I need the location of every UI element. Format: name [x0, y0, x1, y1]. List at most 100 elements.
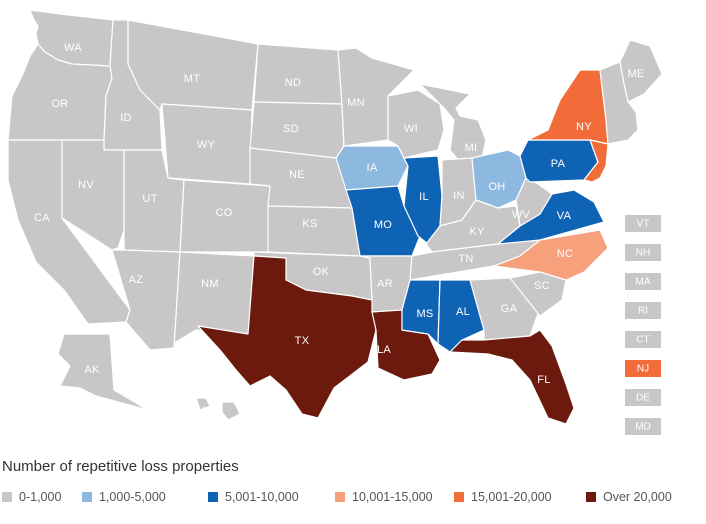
- small-state-label-MA: MA: [636, 277, 651, 288]
- state-label-SD: SD: [283, 123, 299, 135]
- small-state-DE[interactable]: DE: [625, 389, 661, 406]
- small-state-label-NH: NH: [636, 248, 650, 259]
- legend-item: 0-1,000: [2, 490, 61, 504]
- legend-label: 10,001-15,000: [352, 490, 433, 504]
- state-label-NM: NM: [201, 278, 219, 290]
- state-label-TN: TN: [458, 253, 473, 265]
- small-state-NJ[interactable]: NJ: [625, 360, 661, 377]
- state-SC[interactable]: [509, 271, 567, 317]
- state-label-NV: NV: [78, 179, 94, 191]
- new-england-fill: [599, 61, 639, 145]
- legend-label: Over 20,000: [603, 490, 672, 504]
- legend-swatch: [2, 492, 12, 502]
- state-label-AR: AR: [377, 278, 393, 290]
- small-state-label-NJ: NJ: [637, 364, 649, 375]
- state-label-CO: CO: [215, 207, 232, 219]
- legend-swatch: [82, 492, 92, 502]
- state-label-NC: NC: [557, 248, 574, 260]
- state-label-AL: AL: [456, 306, 470, 318]
- small-state-NH[interactable]: NH: [625, 244, 661, 261]
- state-label-AK: AK: [84, 364, 100, 376]
- state-label-MI: MI: [465, 142, 478, 154]
- small-state-CT[interactable]: CT: [625, 331, 661, 348]
- legend: 0-1,000 1,000-5,000 5,001-10,000 10,001-15,…: [2, 490, 706, 510]
- small-state-box-DE[interactable]: [625, 389, 661, 406]
- state-label-OR: OR: [51, 98, 68, 110]
- state-label-WV: WV: [512, 209, 531, 221]
- small-state-label-CT: CT: [636, 335, 649, 346]
- state-NC[interactable]: [493, 229, 609, 281]
- state-AZ[interactable]: [111, 249, 181, 351]
- small-state-label-VT: VT: [637, 219, 650, 230]
- state-label-CA: CA: [34, 212, 50, 224]
- state-label-IN: IN: [453, 190, 465, 202]
- state-label-UT: UT: [142, 193, 157, 205]
- state-label-WA: WA: [64, 42, 82, 54]
- state-labels: WA OR CA ID NV MT WY UT AZ CO NM ND SD NE KS OK TX MN IA MO…: [34, 42, 644, 417]
- state-ND[interactable]: [253, 43, 343, 105]
- state-label-MN: MN: [347, 97, 365, 109]
- state-shapes: [7, 9, 663, 425]
- state-label-IA: IA: [367, 162, 378, 174]
- state-label-TX: TX: [295, 335, 310, 347]
- state-label-KY: KY: [469, 226, 485, 238]
- small-state-box-MD[interactable]: [625, 418, 661, 435]
- small-state-RI[interactable]: RI: [625, 302, 661, 319]
- state-MI[interactable]: [419, 83, 487, 163]
- state-label-MS: MS: [416, 308, 433, 320]
- state-WI[interactable]: [387, 89, 445, 159]
- legend-item: 1,000-5,000: [82, 490, 166, 504]
- state-label-WY: WY: [197, 139, 216, 151]
- small-state-VT[interactable]: VT: [625, 215, 661, 232]
- state-label-OH: OH: [488, 181, 505, 193]
- small-state-label-DE: DE: [636, 393, 650, 404]
- state-label-ND: ND: [285, 77, 302, 89]
- small-state-box-CT[interactable]: [625, 331, 661, 348]
- state-label-LA: LA: [377, 344, 391, 356]
- legend-item: Over 20,000: [586, 490, 672, 504]
- legend-label: 1,000-5,000: [99, 490, 166, 504]
- nj-shape[interactable]: [583, 139, 609, 183]
- small-state-label-MD: MD: [635, 422, 651, 433]
- legend-item: 5,001-10,000: [208, 490, 299, 504]
- state-label-NE: NE: [289, 169, 305, 181]
- small-state-boxes: VT NH MA RI CT NJ DE MD: [625, 215, 661, 435]
- legend-swatch: [208, 492, 218, 502]
- small-state-MD[interactable]: MD: [625, 418, 661, 435]
- small-state-label-RI: RI: [638, 306, 648, 317]
- state-label-SC: SC: [534, 280, 550, 292]
- state-label-MT: MT: [184, 73, 200, 85]
- small-state-box-VT[interactable]: [625, 215, 661, 232]
- state-label-FL: FL: [537, 374, 550, 386]
- state-label-OK: OK: [313, 266, 330, 278]
- small-state-box-NJ[interactable]: [625, 360, 661, 377]
- legend-item: 15,001-20,000: [454, 490, 552, 504]
- legend-label: 0-1,000: [19, 490, 62, 504]
- state-AK[interactable]: [57, 333, 149, 411]
- state-label-KS: KS: [302, 218, 317, 230]
- small-state-box-RI[interactable]: [625, 302, 661, 319]
- state-label-NY: NY: [576, 121, 592, 133]
- state-label-ID: ID: [120, 112, 132, 124]
- legend-title: Number of repetitive loss properties: [2, 458, 239, 475]
- small-state-MA[interactable]: MA: [625, 273, 661, 290]
- state-TX[interactable]: [197, 255, 377, 419]
- small-state-box-NH[interactable]: [625, 244, 661, 261]
- state-label-MO: MO: [374, 219, 392, 231]
- legend-swatch: [454, 492, 464, 502]
- legend-swatch: [586, 492, 596, 502]
- state-KS[interactable]: [267, 205, 361, 257]
- legend-label: 15,001-20,000: [471, 490, 552, 504]
- state-FL[interactable]: [449, 329, 575, 425]
- state-label-VA: VA: [557, 210, 572, 222]
- state-label-PA: PA: [551, 158, 566, 170]
- legend-swatch: [335, 492, 345, 502]
- state-NY[interactable]: [527, 69, 609, 145]
- legend-item: 10,001-15,000: [335, 490, 433, 504]
- state-MT[interactable]: [127, 19, 259, 111]
- state-label-GA: GA: [501, 303, 518, 315]
- state-HI[interactable]: [195, 397, 241, 421]
- small-state-box-MA[interactable]: [625, 273, 661, 290]
- state-label-HI: HI: [202, 405, 214, 417]
